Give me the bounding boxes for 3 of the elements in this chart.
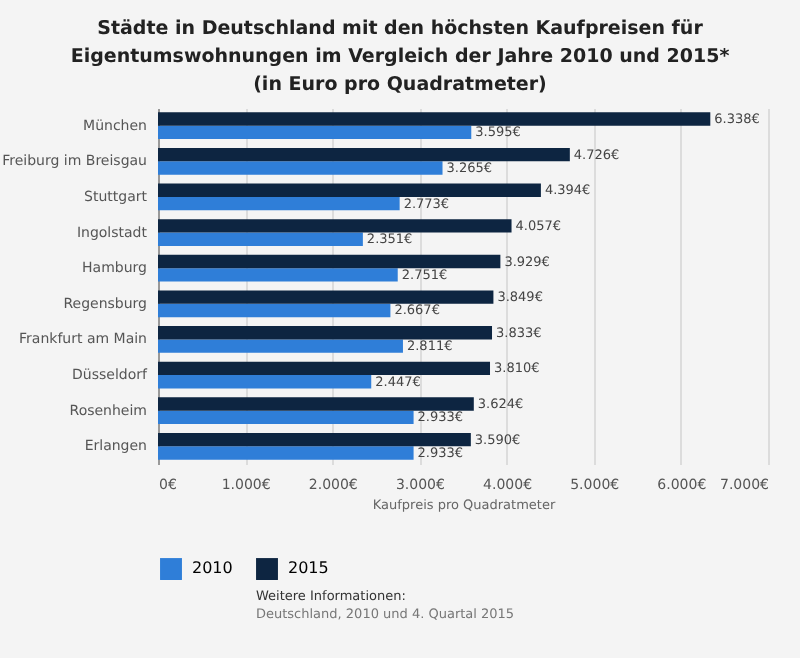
chart-title: Städte in Deutschland mit den höchsten Kaufpreisen für Eigentumswohnungen im Vergleich der Jahre 2010 und 2015* (in Euro pro Quadratmeter)	[68, 16, 732, 100]
legend-label: 2015	[288, 559, 329, 578]
legend-label: 2010	[192, 559, 233, 578]
